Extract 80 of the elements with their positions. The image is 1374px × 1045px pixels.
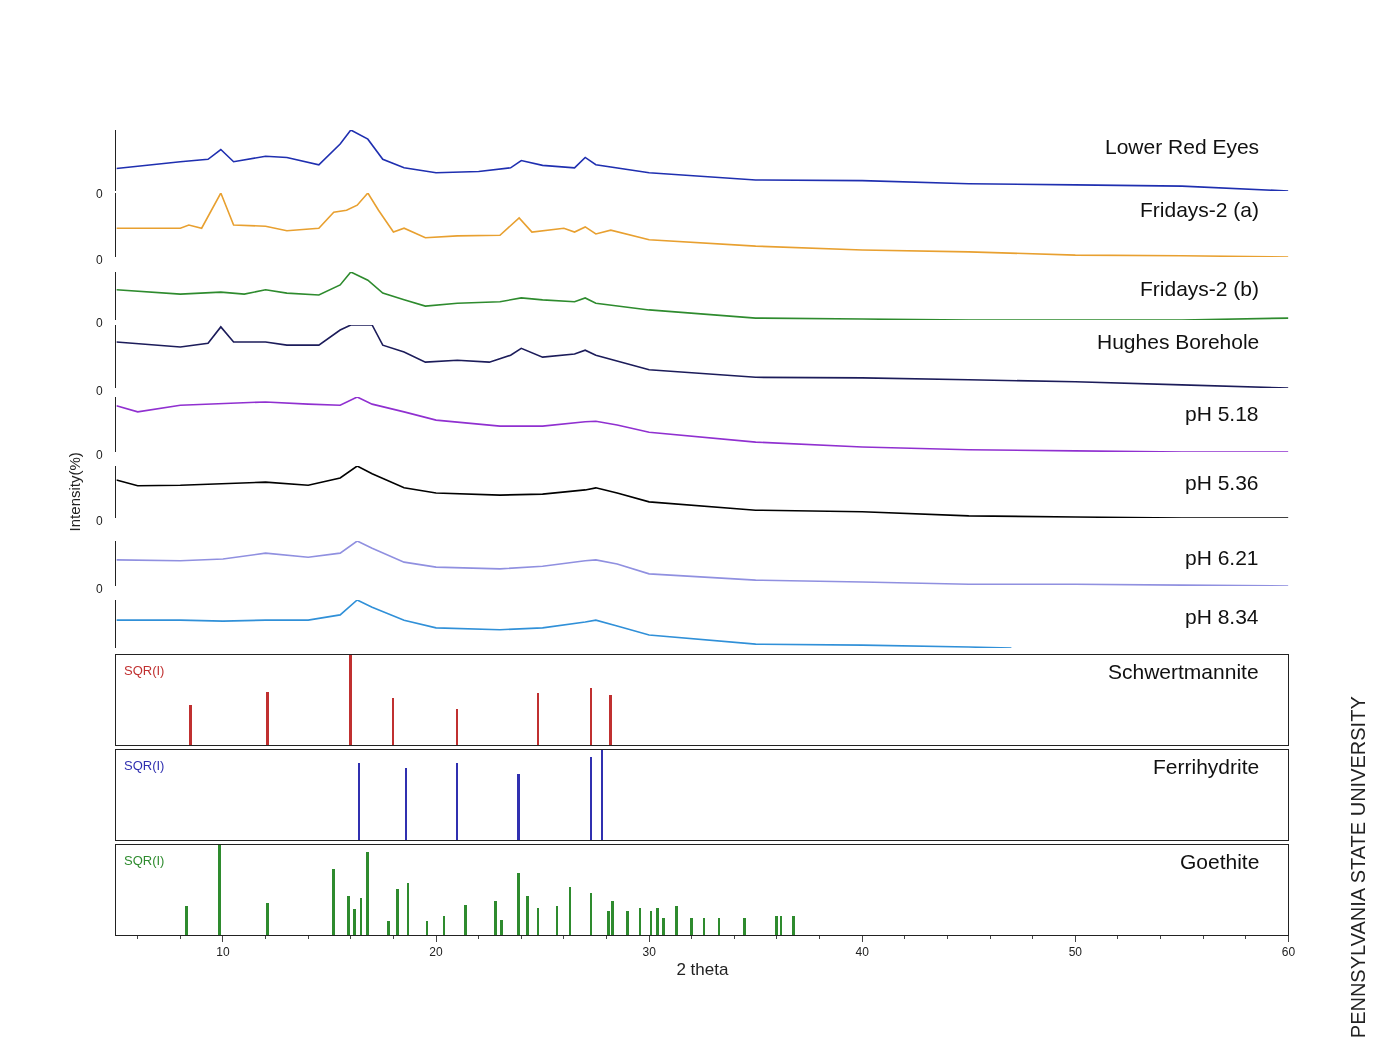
series-label: pH 5.18 xyxy=(1185,402,1259,425)
bar xyxy=(464,905,468,935)
bar xyxy=(396,889,400,935)
text: pH 8.34 xyxy=(1185,605,1259,628)
bar xyxy=(639,908,642,935)
bar xyxy=(703,918,706,935)
bar xyxy=(609,695,613,745)
text: 0 xyxy=(96,253,103,267)
bar xyxy=(780,916,783,935)
bar xyxy=(650,911,653,935)
text: 0 xyxy=(96,316,103,330)
bar xyxy=(332,869,336,935)
text: 0 xyxy=(96,448,103,462)
bar xyxy=(526,896,530,935)
text: 0 xyxy=(96,384,103,398)
x-tick-label: 50 xyxy=(1068,945,1083,960)
bar xyxy=(392,698,395,745)
series-label: pH 5.36 xyxy=(1185,471,1259,494)
bar xyxy=(601,750,604,840)
bar xyxy=(517,774,521,840)
text: 0 xyxy=(96,514,103,528)
bar xyxy=(443,916,446,935)
x-tick-label: 60 xyxy=(1281,945,1296,960)
bar xyxy=(353,909,357,935)
bar xyxy=(556,906,559,935)
x-tick-label: 20 xyxy=(429,945,444,960)
bar xyxy=(360,898,363,935)
bar xyxy=(656,908,660,935)
annotation: SQR(I) xyxy=(124,758,165,773)
bar xyxy=(189,705,193,745)
bar xyxy=(626,911,630,935)
bar xyxy=(537,693,540,745)
text: Ferrihydrite xyxy=(1153,755,1260,778)
bar xyxy=(590,688,593,745)
bar xyxy=(590,893,593,935)
bar xyxy=(500,920,504,935)
series-label: Fridays-2 (b) xyxy=(1140,277,1260,300)
bar xyxy=(775,916,779,935)
bar xyxy=(743,918,747,935)
x-tick-label: 40 xyxy=(855,945,870,960)
bar xyxy=(349,655,353,745)
bar xyxy=(662,918,666,935)
series-label: Lower Red Eyes xyxy=(1105,135,1260,158)
bar xyxy=(185,906,189,935)
text: 0 xyxy=(96,582,103,596)
x-tick-label: 10 xyxy=(216,945,230,960)
text: 0 xyxy=(96,187,103,201)
y-axis-title: Intensity(%) xyxy=(66,452,84,532)
bar xyxy=(718,918,721,935)
bar xyxy=(387,921,391,935)
bar xyxy=(537,908,540,935)
x-tick-label: 30 xyxy=(642,945,657,960)
bar xyxy=(792,916,796,935)
bar xyxy=(407,883,410,935)
annotation: SQR(I) xyxy=(124,853,165,868)
bar xyxy=(456,709,459,745)
bar xyxy=(347,896,351,935)
x-axis-title: 2 theta xyxy=(676,959,729,979)
bar xyxy=(358,763,361,840)
bar xyxy=(590,757,593,840)
bar xyxy=(266,692,270,745)
text: Goethite xyxy=(1180,850,1260,873)
bar xyxy=(675,906,679,935)
annotation: SQR(I) xyxy=(124,663,165,678)
text: Schwertmannite xyxy=(1108,660,1259,683)
bar xyxy=(494,901,498,935)
bar xyxy=(405,768,408,840)
bar xyxy=(426,921,429,935)
bar xyxy=(366,852,370,935)
series-label: pH 6.21 xyxy=(1185,546,1259,569)
bar xyxy=(690,918,694,935)
bar xyxy=(611,901,615,935)
series-label: Fridays-2 (a) xyxy=(1140,198,1260,221)
bar xyxy=(517,873,521,935)
bar xyxy=(569,887,572,935)
text: PENNSYLVANIA STATE UNIVERSITY xyxy=(1346,696,1369,1039)
series-label: Hughes Borehole xyxy=(1097,330,1260,353)
bar xyxy=(456,763,459,840)
bar xyxy=(218,845,222,935)
bar xyxy=(266,903,270,935)
